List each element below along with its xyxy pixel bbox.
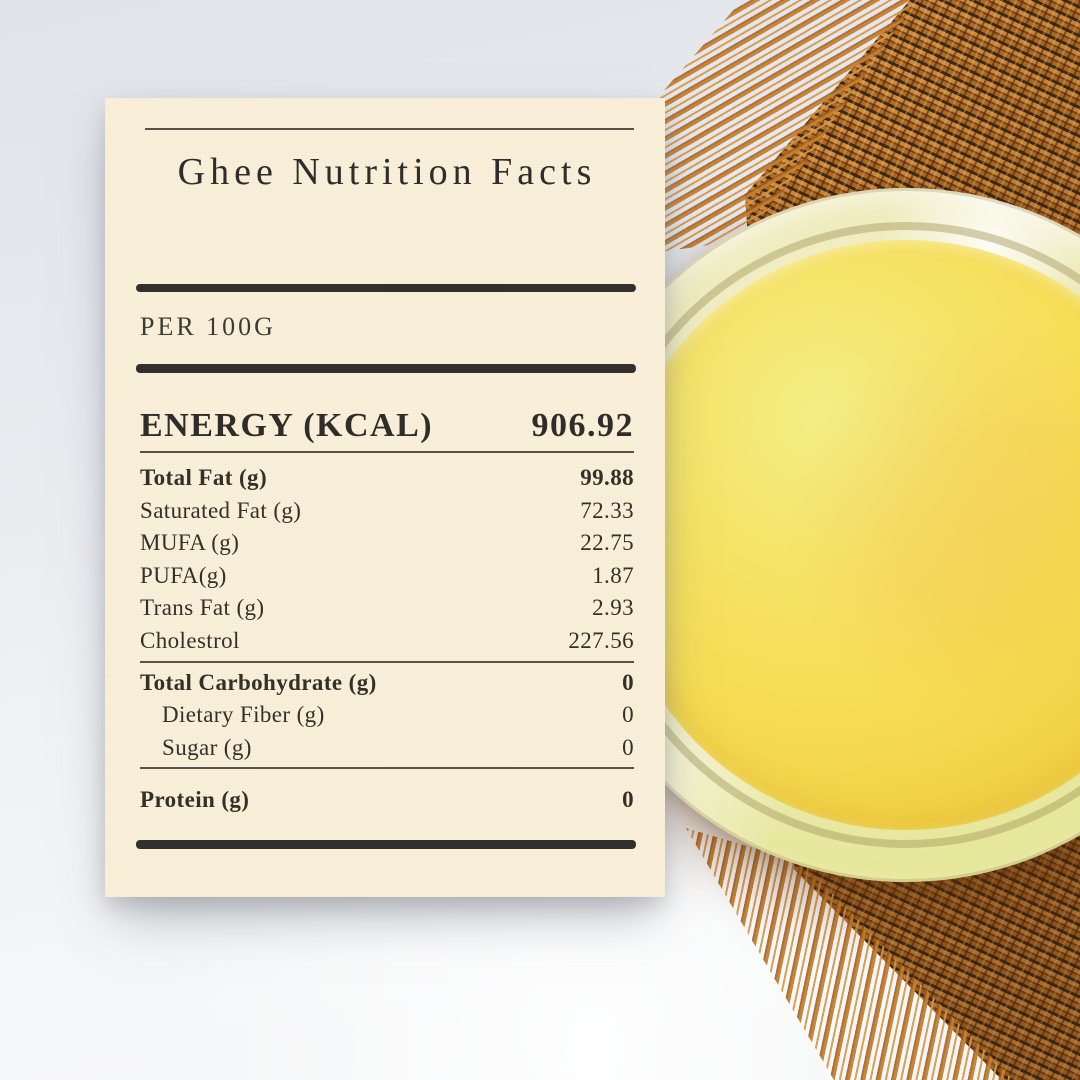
nutrition-row: PUFA(g) 1.87	[140, 560, 634, 593]
nutrient-value: 0	[622, 669, 634, 695]
nutrient-label: Dietary Fiber (g)	[162, 702, 325, 728]
divider-thick-bottom	[136, 839, 636, 849]
divider-hairline	[140, 767, 634, 770]
nutrient-value: 227.56	[568, 627, 634, 653]
nutrition-row: Cholestrol 227.56	[140, 625, 634, 658]
nutrient-label: Trans Fat (g)	[140, 595, 265, 621]
divider-thick-1	[136, 284, 636, 292]
energy-label: ENERGY (KCAL)	[140, 407, 434, 444]
glass-inner-rim	[593, 222, 1080, 848]
nutrient-value: 22.75	[580, 530, 634, 556]
nutrient-value: 0	[622, 734, 634, 760]
card-title: Ghee Nutrition Facts	[177, 151, 597, 193]
nutrient-label: Total Fat (g)	[140, 465, 268, 490]
divider-hairline	[140, 660, 634, 663]
divider-hairline-top	[145, 128, 634, 130]
nutrient-label: Sugar (g)	[162, 734, 252, 760]
nutrition-row: Total Fat (g) 99.88	[140, 462, 634, 495]
nutrient-label: PUFA(g)	[140, 562, 227, 588]
divider-hairline-energy	[140, 451, 634, 453]
nutrition-rows: Total Fat (g) 99.88 Saturated Fat (g) 72.33…	[140, 462, 634, 817]
energy-row: ENERGY (KCAL) 906.92	[140, 405, 634, 447]
nutrient-value: 0	[622, 702, 634, 728]
nutrient-value: 99.88	[580, 465, 634, 490]
nutrient-label: Saturated Fat (g)	[140, 497, 302, 523]
nutrient-value: 2.93	[592, 595, 634, 621]
divider-thick-2	[136, 364, 636, 373]
nutrient-label: Protein (g)	[140, 787, 250, 813]
ghee-surface	[611, 240, 1080, 830]
nutrient-value: 72.33	[580, 497, 634, 523]
energy-value: 906.92	[531, 407, 634, 444]
nutrient-value: 0	[622, 787, 634, 813]
nutrient-label: MUFA (g)	[140, 530, 240, 556]
serving-size-label: PER 100G	[140, 312, 276, 341]
nutrition-row: Sugar (g) 0	[140, 732, 634, 765]
nutrition-row: Protein (g) 0	[140, 784, 634, 817]
nutrition-row: Saturated Fat (g) 72.33	[140, 495, 634, 528]
nutrient-value: 1.87	[592, 562, 634, 588]
nutrition-row: MUFA (g) 22.75	[140, 527, 634, 560]
nutrition-row: Trans Fat (g) 2.93	[140, 592, 634, 625]
nutrition-row: Dietary Fiber (g) 0	[140, 699, 634, 732]
nutrient-label: Cholestrol	[140, 627, 240, 653]
nutrition-card: Ghee Nutrition Facts PER 100G ENERGY (KC…	[105, 98, 665, 897]
nutrient-label: Total Carbohydrate (g)	[140, 669, 377, 695]
nutrition-row: Total Carbohydrate (g) 0	[140, 667, 634, 700]
